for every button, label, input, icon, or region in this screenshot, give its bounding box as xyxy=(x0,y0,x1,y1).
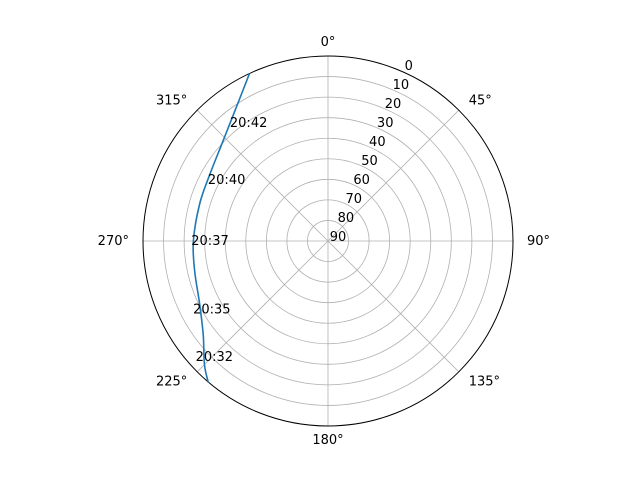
angular-gridline xyxy=(327,109,460,242)
time-annotations: 20:42 20:40 20:37 20:35 20:32 xyxy=(191,116,267,365)
radial-tick-label: 60 xyxy=(353,173,370,188)
radial-tick-label: 30 xyxy=(377,116,394,131)
series-layer xyxy=(192,73,251,383)
angular-grid xyxy=(143,56,513,426)
angle-tick-label: 135° xyxy=(469,375,500,390)
radial-tick-label: 50 xyxy=(361,154,378,169)
series-line xyxy=(192,73,251,383)
radial-tick-label: 90 xyxy=(330,230,347,245)
time-annotation: 20:42 xyxy=(230,116,267,131)
angle-tick-label: 315° xyxy=(156,93,187,108)
time-annotation: 20:37 xyxy=(191,234,228,249)
radial-tick-label: 20 xyxy=(385,97,402,112)
angular-gridline xyxy=(196,109,329,242)
angle-tick-label: 45° xyxy=(469,93,492,108)
radial-tick-label: 10 xyxy=(393,78,410,93)
angular-gridline xyxy=(196,240,329,373)
radial-tick-label: 0 xyxy=(405,59,413,74)
angle-tick-label: 90° xyxy=(527,234,550,249)
radial-tick-label: 70 xyxy=(345,192,362,207)
time-annotation: 20:40 xyxy=(208,173,245,188)
radial-tick-label: 80 xyxy=(338,211,355,226)
angle-tick-label: 180° xyxy=(312,433,343,448)
radial-tick-label: 40 xyxy=(369,135,386,150)
polar-frame xyxy=(142,55,514,427)
angle-tick-label: 225° xyxy=(156,375,187,390)
angle-tick-label: 270° xyxy=(98,234,129,249)
angle-tick-labels: 0° 45° 90° 135° 180° 225° 270° 315° xyxy=(98,35,550,448)
radial-tick-labels: 0 10 20 30 40 50 60 70 80 90 xyxy=(330,59,413,245)
angular-gridline xyxy=(327,240,460,373)
angle-tick-label: 0° xyxy=(321,35,336,50)
time-annotation: 20:32 xyxy=(196,350,233,365)
time-annotation: 20:35 xyxy=(193,302,230,317)
